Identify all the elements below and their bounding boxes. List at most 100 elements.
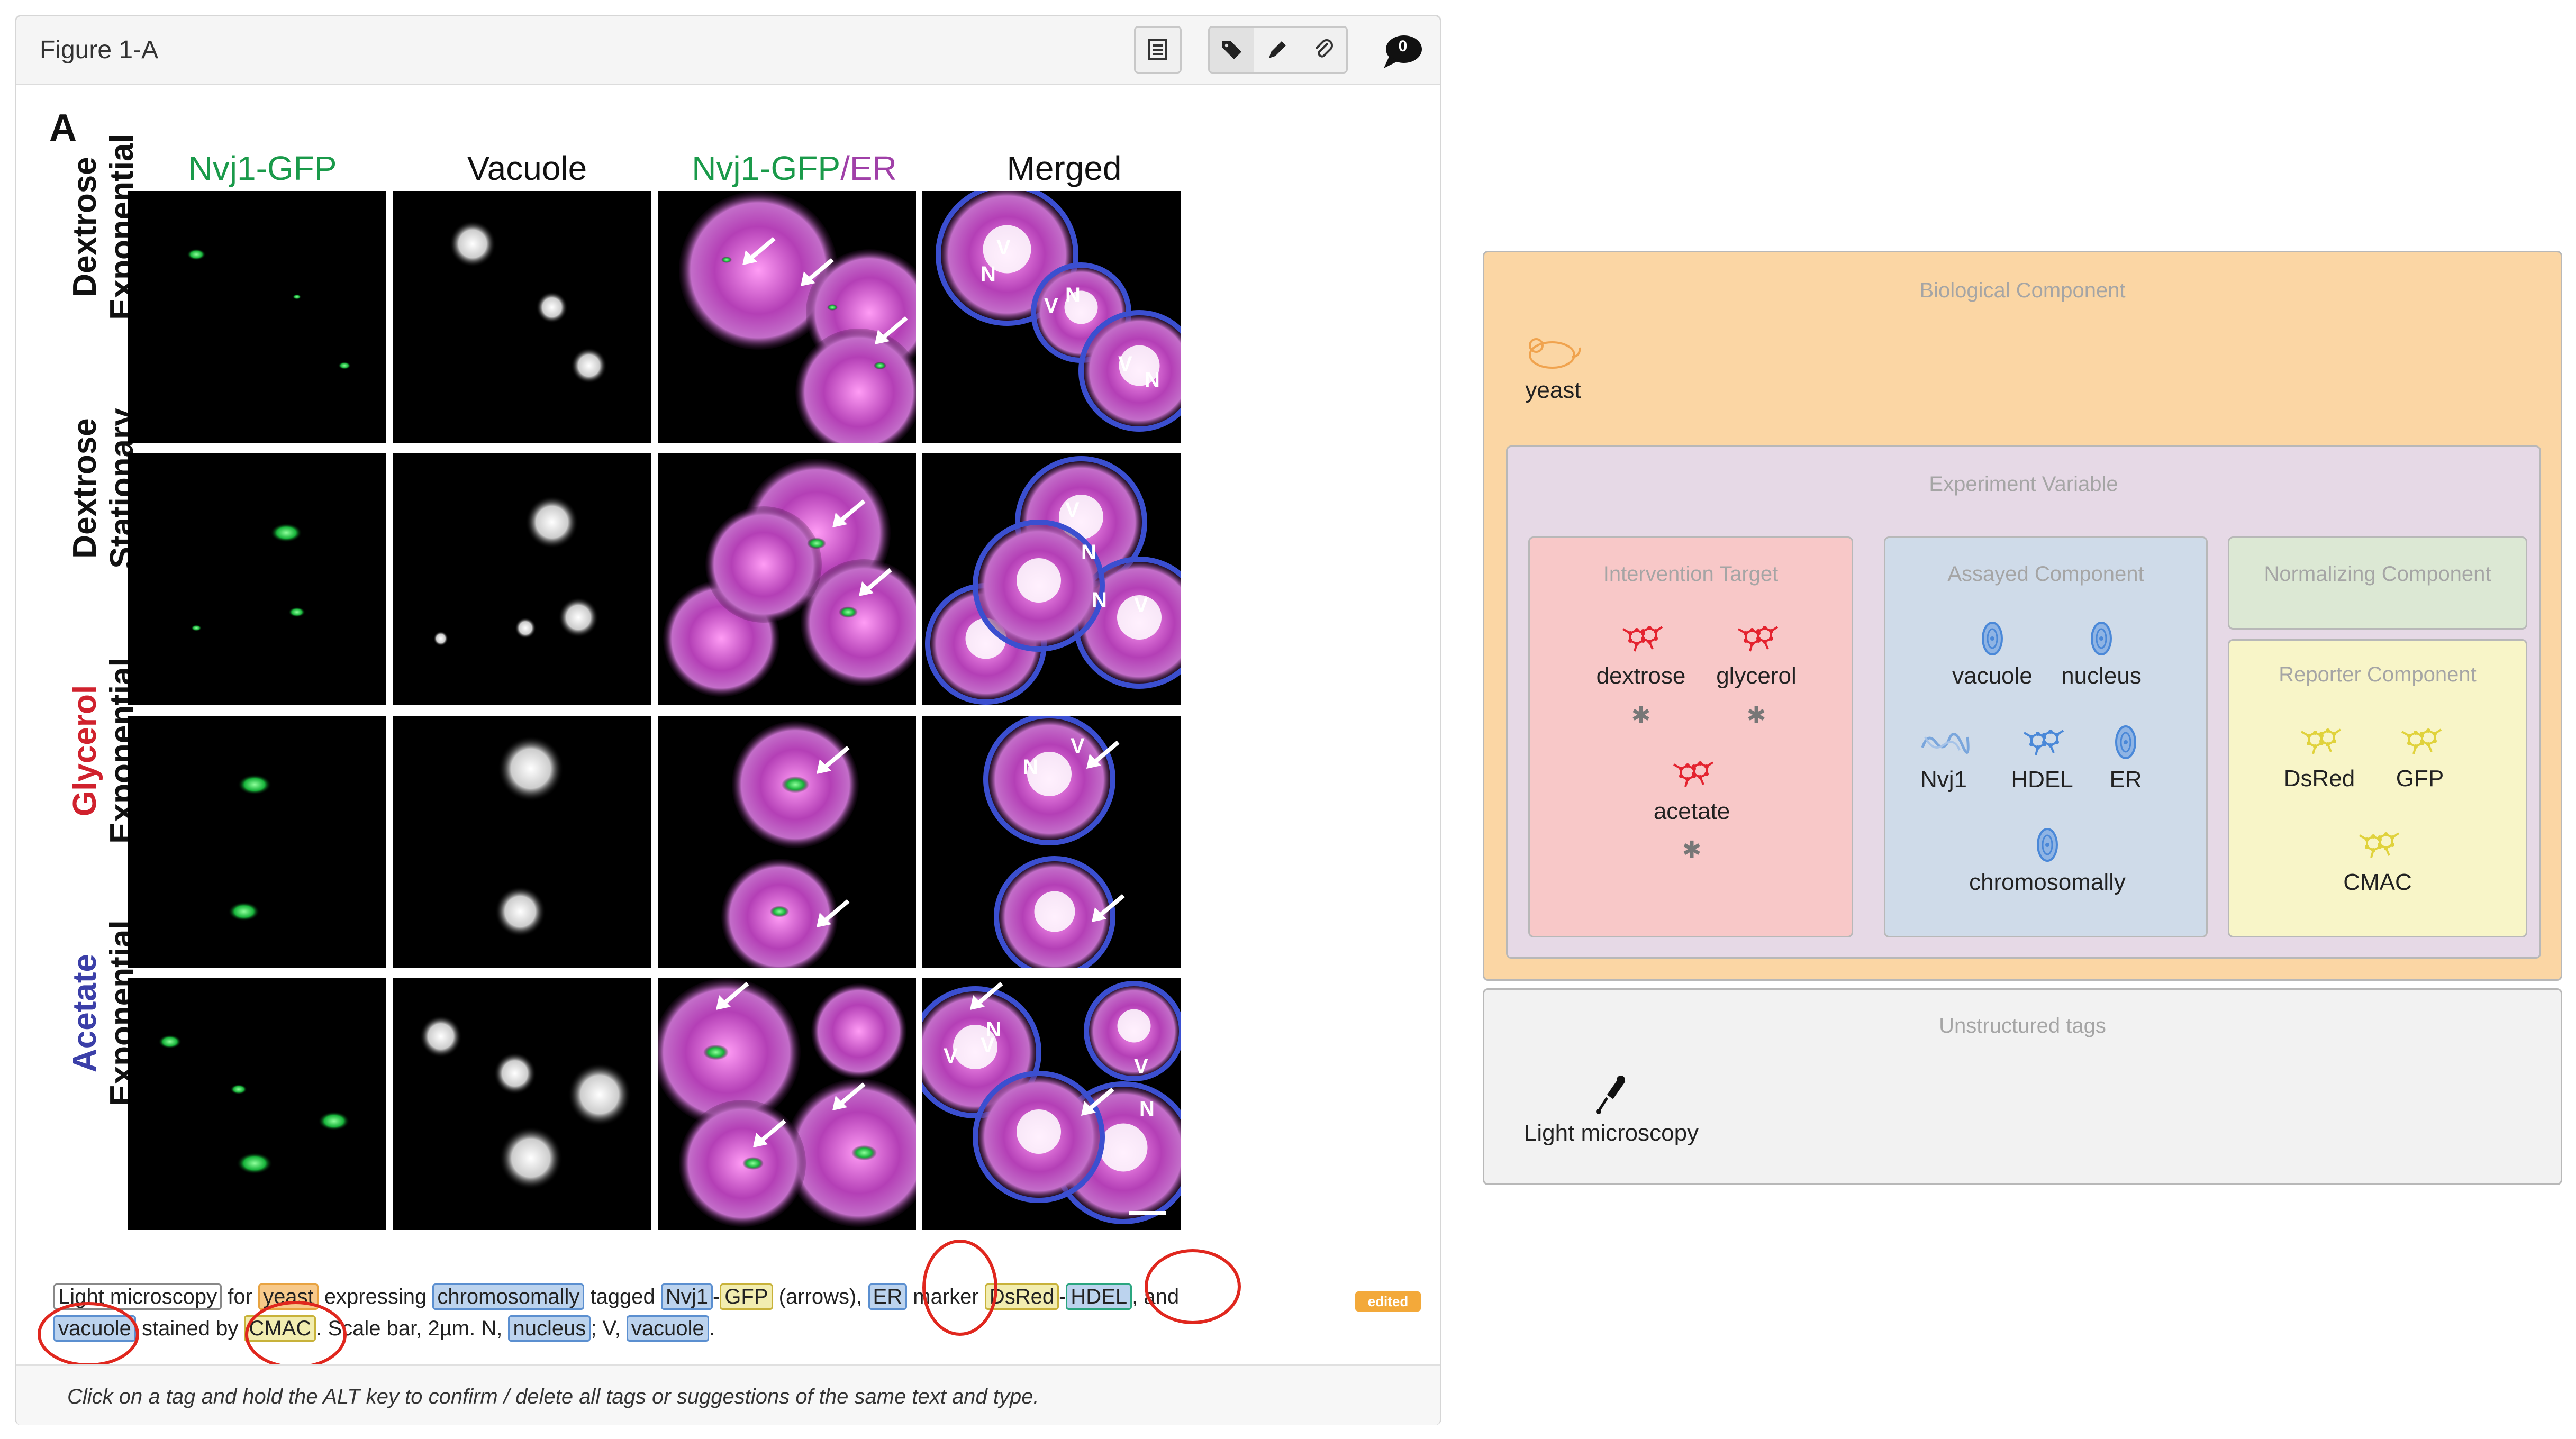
- footer-hint: Click on a tag and hold the ALT key to c…: [67, 1385, 1039, 1408]
- tag-item-acetate[interactable]: acetate: [1623, 753, 1761, 825]
- caption-text: -: [712, 1285, 720, 1308]
- tag-item-label: glycerol: [1716, 663, 1797, 689]
- tag-item-chromosomally[interactable]: chromosomally: [1968, 824, 2127, 896]
- row-label-top: Dextrose: [67, 418, 103, 559]
- cell-icon: [1982, 622, 2003, 655]
- micrograph-r1-c3: [658, 191, 916, 443]
- highlight-circle-hdel: [1145, 1249, 1241, 1324]
- svg-text:N: N: [981, 262, 996, 286]
- tag-item-label: GFP: [2396, 766, 2444, 791]
- micrograph-r1-c2: [393, 191, 651, 443]
- tag-button[interactable]: [1208, 26, 1256, 74]
- tag-gfp[interactable]: GFP: [720, 1283, 773, 1310]
- svg-text:V: V: [944, 1044, 958, 1068]
- svg-text:N: N: [1092, 588, 1107, 612]
- paperclip-button[interactable]: [1300, 26, 1348, 74]
- tag-item-glycerol[interactable]: glycerol: [1688, 617, 1825, 689]
- row-label-top: Glycerol: [67, 685, 103, 817]
- panel-header: Figure 1-A 0: [16, 16, 1440, 85]
- tag-item-label: nucleus: [2061, 663, 2142, 689]
- normalizing-component-label: Normalizing Component: [2264, 562, 2491, 586]
- svg-text:N: N: [1023, 755, 1038, 779]
- tag-item-gfp[interactable]: GFP: [2367, 720, 2473, 792]
- tag-item-label: Light microscopy: [1523, 1120, 1699, 1146]
- caption-text: stained by: [142, 1317, 239, 1340]
- tag-item-yeast[interactable]: yeast: [1484, 332, 1622, 404]
- column-header-sep: /: [840, 149, 850, 187]
- paperclip-icon: [1315, 39, 1333, 58]
- suggestion-star-icon[interactable]: ✱: [1746, 703, 1766, 728]
- tag-chromosomally[interactable]: chromosomally: [432, 1283, 585, 1310]
- tag-item-er[interactable]: ER: [2078, 721, 2173, 793]
- svg-text:V: V: [1118, 352, 1132, 376]
- molecule-icon: [2359, 832, 2400, 858]
- tag-item-label: chromosomally: [1969, 869, 2126, 895]
- highlight-circle-cmac: [245, 1301, 347, 1369]
- pencil-button[interactable]: [1254, 26, 1302, 74]
- caption-text: -: [1059, 1285, 1066, 1308]
- unstructured-tags-box: Unstructured tags Light microscopy: [1483, 988, 2562, 1185]
- protein-icon: [1921, 733, 1970, 754]
- notes-icon: [1148, 39, 1167, 60]
- microscope-icon: [1596, 1076, 1626, 1114]
- suggestion-star-icon[interactable]: ✱: [1631, 703, 1651, 728]
- micrograph-r2-c3: [658, 453, 916, 705]
- tag-item-cmac[interactable]: CMAC: [2309, 824, 2446, 896]
- cell-icon: [2037, 828, 2058, 862]
- cell-icon: [2115, 725, 2136, 759]
- tag-item-label: dextrose: [1596, 663, 1686, 689]
- tag-item-light-microscopy[interactable]: Light microscopy: [1511, 1074, 1712, 1146]
- svg-text:N: N: [1139, 1097, 1155, 1121]
- tag-hdel[interactable]: HDEL: [1066, 1283, 1132, 1310]
- column-header-merged: Merged: [1006, 149, 1122, 187]
- tag-item-label: acetate: [1653, 798, 1730, 824]
- caption-text: . Scale bar, 2µm. N,: [316, 1317, 503, 1340]
- svg-text:V: V: [1071, 734, 1085, 758]
- tag-nucleus[interactable]: nucleus: [508, 1315, 591, 1342]
- column-header-vacuole: Vacuole: [467, 149, 587, 187]
- caption-text: ; V,: [591, 1317, 621, 1340]
- comment-icon[interactable]: [1382, 33, 1424, 70]
- figure-letter: A: [49, 107, 77, 149]
- molecule-icon: [2024, 730, 2064, 755]
- tag-er[interactable]: ER: [868, 1283, 908, 1310]
- intervention-target-label: Intervention Target: [1603, 562, 1779, 586]
- column-header-er-part: ER: [849, 149, 897, 187]
- caption-text: tagged: [590, 1285, 655, 1308]
- suggestion-star-icon[interactable]: ✱: [1682, 837, 1702, 863]
- tag-item-label: vacuole: [1952, 663, 2033, 689]
- molecule-icon: [2301, 728, 2342, 754]
- tag-item-label: ER: [2109, 767, 2142, 793]
- caption-text: (arrows),: [778, 1285, 863, 1308]
- micrograph-r3-c1: [128, 716, 386, 968]
- tag-nvj1[interactable]: Nvj1: [660, 1283, 713, 1310]
- tag-vacuole-2[interactable]: vacuole: [626, 1315, 709, 1342]
- svg-text:V: V: [1134, 1055, 1148, 1078]
- tag-item-dsred[interactable]: DsRed: [2266, 720, 2372, 792]
- tag-item-hdel[interactable]: HDEL: [1994, 721, 2090, 793]
- tag-item-label: Nvj1: [1920, 767, 1967, 793]
- tag-item-nucleus[interactable]: nucleus: [2033, 617, 2170, 689]
- molecule-icon: [1673, 761, 1714, 787]
- panel-title: Figure 1-A: [40, 36, 159, 64]
- biological-component-label: Biological Component: [1919, 279, 2126, 302]
- notes-button[interactable]: [1134, 26, 1182, 74]
- yeast-icon: [1529, 338, 1581, 369]
- svg-text:V: V: [1134, 594, 1148, 617]
- tag-item-label: HDEL: [2011, 767, 2073, 793]
- edited-badge: edited: [1355, 1291, 1421, 1312]
- svg-text:V: V: [996, 236, 1011, 259]
- svg-text:V: V: [981, 1034, 995, 1057]
- column-header-gfp-part: Nvj1-GFP: [692, 149, 841, 187]
- micrograph-r2-c2: [393, 453, 651, 705]
- column-header-nvj1-gfp: Nvj1-GFP: [188, 149, 337, 187]
- tag-item-nvj1[interactable]: Nvj1: [1896, 721, 1991, 793]
- micrograph-r4-c2: [393, 978, 651, 1230]
- reporter-component-box: Reporter Component DsRed GFP CMAC: [2228, 639, 2527, 937]
- caption-text: expressing: [324, 1285, 427, 1308]
- tag-item-vacuole[interactable]: vacuole: [1924, 617, 2061, 689]
- tag-item-dextrose[interactable]: dextrose: [1572, 617, 1710, 689]
- micrograph-r4-c3: [658, 978, 916, 1230]
